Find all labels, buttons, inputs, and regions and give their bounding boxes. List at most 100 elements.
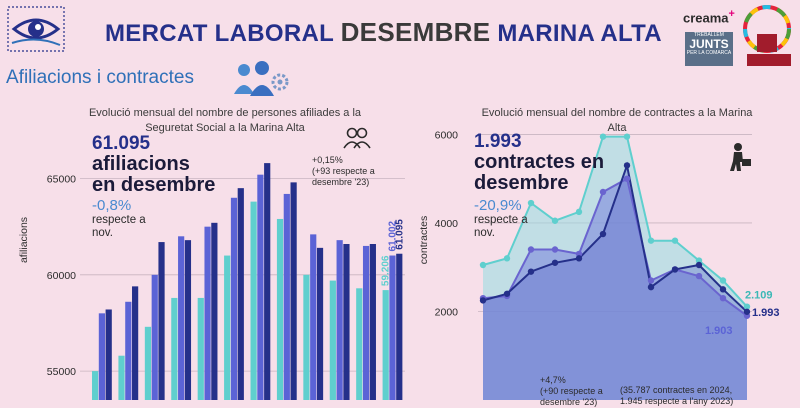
left-change: -0,8% respecte a nov. [92,198,146,240]
right-data-point [551,217,559,224]
left-bar [343,244,350,400]
right-area-fill [483,178,747,400]
right-headline-value: 1.993 [474,131,522,152]
right-annual-note-b: (35.787 contractes en 2024, 1.945 respec… [620,385,734,406]
left-bar [369,244,376,400]
left-headline-line3: en desembre [92,174,216,196]
right-data-point [671,237,679,244]
right-data-point [599,230,607,238]
left-change-line3: nov. [92,227,113,239]
right-data-point [743,308,751,315]
left-y-axis-label: afiliacions [18,217,30,263]
left-bar [303,274,310,400]
right-data-point [719,277,727,284]
right-chart-title: Evolució mensual del nombre de contracte… [481,107,753,134]
left-bar [92,371,99,400]
left-bar [362,245,370,400]
right-data-point [647,277,655,284]
right-data-point [695,272,703,280]
right-series-line [482,161,748,313]
right-headline: 1.993 contractes en desembre [474,132,604,194]
right-series-line [482,135,748,308]
right-headline-line2: contractes en [474,151,605,173]
left-bar [237,188,244,400]
left-bar [144,326,152,400]
right-data-point [719,294,727,302]
sdg-goal-banner [747,54,791,66]
left-chart-title: Evolució mensual del nombre de persones … [88,107,362,134]
right-data-point [503,255,511,262]
left-data-label: 61.002 [387,220,398,251]
left-bar [389,255,396,400]
right-data-point [479,261,487,269]
left-data-label: 59.206 [381,255,392,286]
right-data-point [599,133,607,140]
left-y-tick-label: 55000 [47,366,76,378]
left-bar [310,234,317,400]
right-data-point [647,283,655,291]
left-bar [264,163,271,400]
right-data-label: 1.903 [705,325,733,337]
right-annual-note-a: +4,7% (+90 respecte a desembre '23) [540,375,603,407]
right-data-point [695,261,703,269]
left-bar [98,313,105,400]
right-series-line [482,177,748,317]
left-headline: 61.095 afiliacions en desembre [92,134,215,196]
creama-logo: creama+ [683,8,735,26]
right-data-point [695,257,703,264]
left-y-tick-label: 65000 [47,174,76,186]
right-y-tick-label: 4000 [435,218,459,230]
right-data-point [599,188,607,196]
right-change: -20,9% respecte a nov. [474,198,528,240]
left-bar [132,286,139,400]
left-change-value: -0,8% [92,197,132,214]
right-data-label: 2.109 [745,290,773,302]
section-title: Afiliacions i contractes [6,67,194,88]
right-data-point [623,162,631,169]
title-part-2: DESEMBRE [340,17,491,47]
right-area-fill [483,165,747,400]
right-data-point [503,290,511,297]
left-bar [276,218,284,400]
left-bar [336,240,343,400]
right-change-line2: respecte a [474,214,528,226]
treballem-junts-logo: TREBALLEM JUNTS PER LA COMARCA [685,32,733,66]
left-bar [211,222,218,400]
right-data-label: 1.993 [752,307,780,319]
right-y-axis-label: contractes [418,216,430,264]
left-bar [316,247,324,400]
left-y-tick-label: 60000 [47,270,76,282]
left-bar [125,301,132,400]
left-bar [151,274,158,400]
left-bar [178,236,185,400]
left-bar [356,288,363,400]
left-bar [396,253,403,400]
two-people-icon [342,126,372,150]
right-data-point [479,297,487,304]
sdg-goal-icon [757,34,777,52]
right-data-point [575,208,583,216]
right-y-tick-label: 6000 [435,129,459,141]
right-data-point [551,259,559,266]
left-bar [283,193,290,400]
left-headline-value: 61.095 [92,133,151,154]
left-change-line2: respecte a [92,214,146,226]
left-bar [290,182,297,400]
right-headline-line3: desembre [474,172,569,194]
right-data-point [575,250,583,258]
left-bar [204,226,211,400]
left-bar [184,240,192,400]
right-data-point [647,237,655,244]
left-headline-line2: afiliacions [92,153,190,175]
right-data-point [527,199,535,207]
left-bar [197,297,204,400]
left-bar [257,174,264,400]
left-bar [329,280,336,400]
left-bar [382,290,389,400]
left-bar [230,197,238,400]
right-data-point [623,175,631,182]
left-bar [158,242,165,400]
right-y-tick-label: 2000 [435,306,459,318]
title-part-1: MERCAT LABORAL [105,20,334,47]
